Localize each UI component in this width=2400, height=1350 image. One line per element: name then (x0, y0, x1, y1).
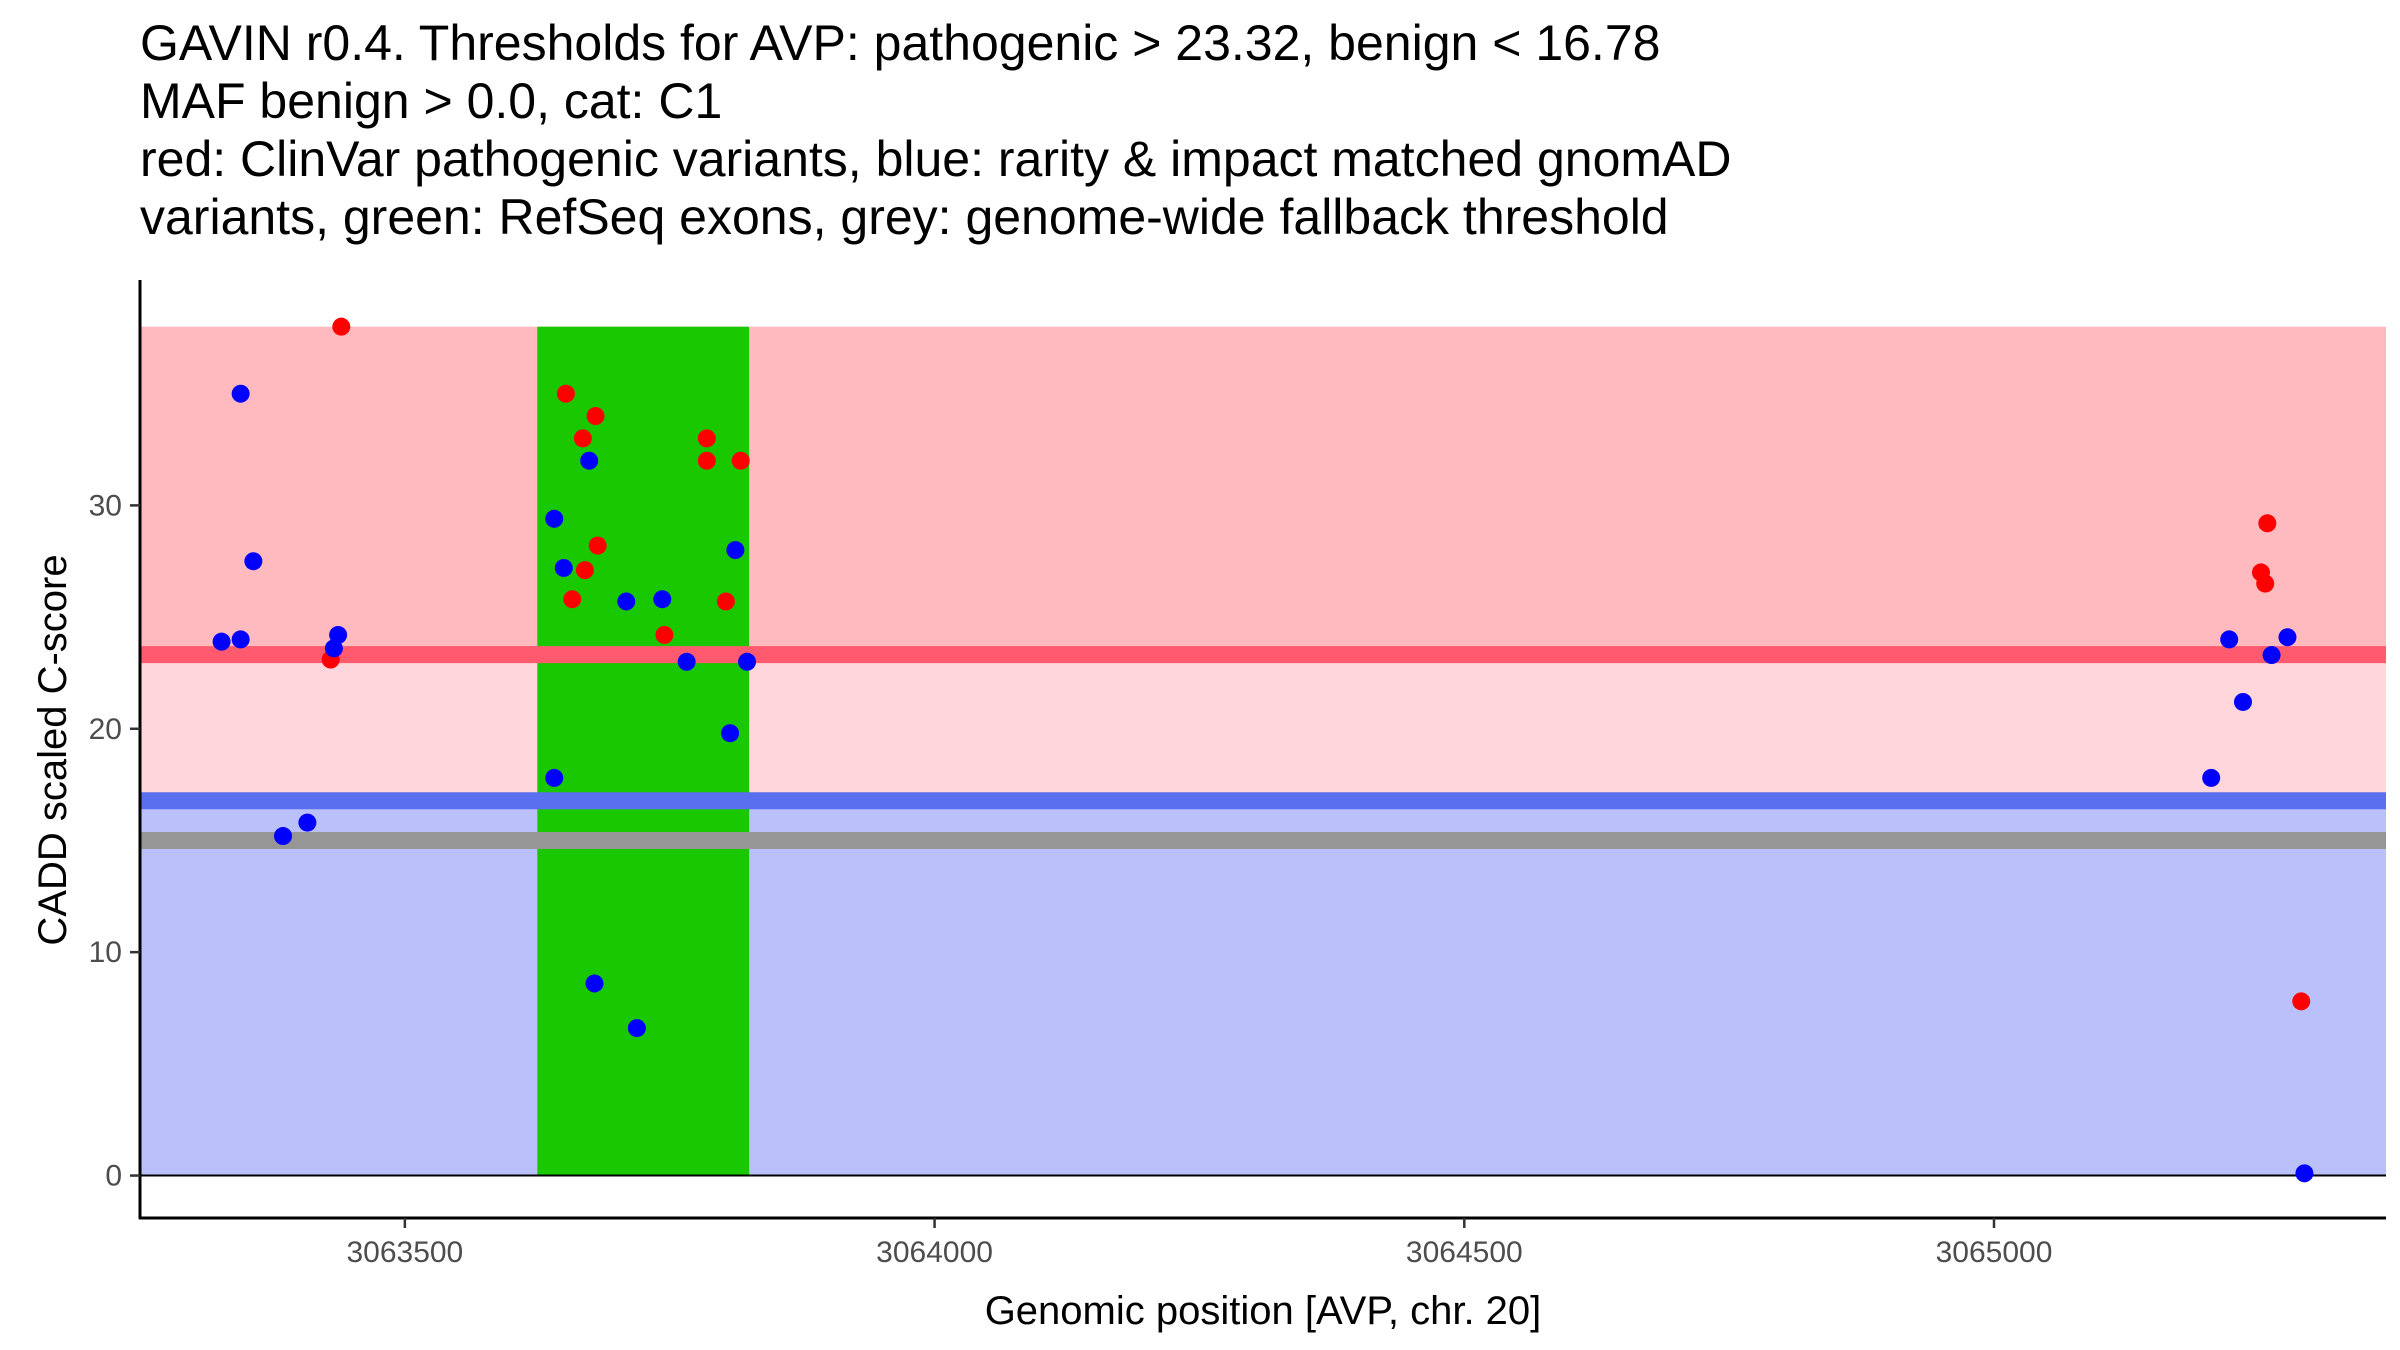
gnomad-point (212, 632, 231, 651)
clinvar-point (655, 625, 674, 644)
gnomad-point (2278, 628, 2297, 647)
pathogenic-zone (140, 326, 2386, 655)
clinvar-point (573, 429, 592, 448)
title-line-4: variants, green: RefSeq exons, grey: gen… (140, 189, 1669, 245)
gnomad-point (545, 509, 564, 528)
gnomad-point (545, 768, 564, 787)
x-tick-label: 3064500 (1406, 1236, 1523, 1269)
title-line-3: red: ClinVar pathogenic variants, blue: … (140, 131, 1732, 187)
x-tick-label: 3065000 (1936, 1236, 2053, 1269)
clinvar-point (586, 407, 605, 426)
x-tick-label: 3063500 (346, 1236, 463, 1269)
x-tick-label: 3064000 (876, 1236, 993, 1269)
clinvar-point (2256, 574, 2275, 593)
gnomad-point (2220, 630, 2239, 649)
title-line-2: MAF benign > 0.0, cat: C1 (140, 73, 723, 129)
x-axis-title: Genomic position [AVP, chr. 20] (985, 1289, 1542, 1333)
y-tick-label: 10 (89, 936, 122, 969)
chart-title: GAVIN r0.4. Thresholds for AVP: pathogen… (140, 14, 2340, 246)
gnomad-point (585, 974, 604, 993)
gnomad-point (580, 451, 599, 470)
clinvar-point (2258, 514, 2277, 533)
gnomad-point (274, 827, 293, 846)
clinvar-point (563, 590, 582, 609)
gnomad-point (627, 1019, 646, 1038)
clinvar-point (697, 451, 716, 470)
clinvar-point (588, 536, 607, 555)
exon-regions (537, 326, 750, 1176)
gnomad-point (726, 541, 745, 560)
gnomad-point (738, 652, 757, 671)
gnomad-point (721, 724, 740, 743)
title-line-1: GAVIN r0.4. Thresholds for AVP: pathogen… (140, 15, 1661, 71)
gnomad-point (231, 384, 250, 403)
y-tick-label: 30 (89, 489, 122, 522)
y-tick-label: 20 (89, 713, 122, 746)
gnomad-point (231, 630, 250, 649)
axes: 0 10 20 30 3063500 3064000 3064500 3065000 (89, 280, 2386, 1269)
data-points (212, 317, 2314, 1183)
gnomad-point (329, 625, 348, 644)
clinvar-point (716, 592, 735, 611)
threshold-lines (140, 646, 2386, 849)
gnomad-point (2233, 692, 2252, 711)
gnomad-point (677, 652, 696, 671)
gnomad-point (244, 552, 263, 571)
gnomad-point (2202, 768, 2221, 787)
gnomad-point (2295, 1164, 2314, 1183)
y-tick-label: 0 (105, 1160, 122, 1193)
gnomad-point (653, 590, 672, 609)
clinvar-point (575, 561, 594, 580)
gnomad-point (2262, 646, 2281, 665)
clinvar-point (697, 429, 716, 448)
benign-zone (140, 800, 2386, 1176)
background-regions (140, 326, 2386, 1176)
clinvar-point (556, 384, 575, 403)
clinvar-point (731, 451, 750, 470)
gnomad-point (617, 592, 636, 611)
gnomad-point (554, 558, 573, 577)
gnomad-point (298, 813, 317, 832)
clinvar-point (332, 317, 351, 336)
y-axis-title: CADD scaled C-score (31, 554, 75, 945)
clinvar-point (2292, 992, 2311, 1011)
intermediate-zone (140, 654, 2386, 801)
exon-region (537, 326, 750, 1176)
